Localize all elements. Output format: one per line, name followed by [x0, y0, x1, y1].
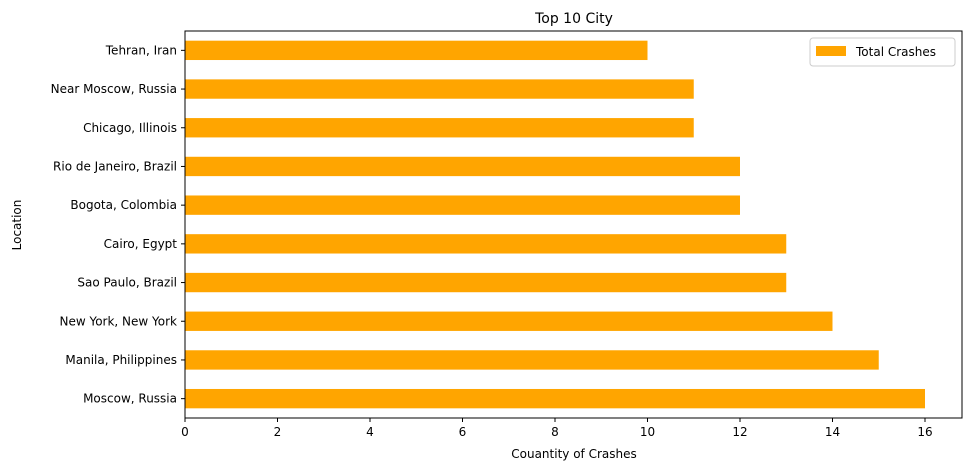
bar [185, 350, 879, 370]
y-tick-label: Sao Paulo, Brazil [77, 276, 177, 290]
bar [185, 156, 740, 177]
legend-frame [809, 37, 956, 67]
x-tick-label: 16 [917, 425, 932, 439]
plot-frame [184, 30, 963, 419]
x-axis: 0 2 4 6 8 10 12 14 16 [181, 418, 933, 439]
y-tick-label: Near Moscow, Russia [51, 82, 177, 96]
bar [185, 311, 833, 331]
y-tick-label: Rio de Janeiro, Brazil [53, 159, 177, 173]
y-tick-label: Tehran, Iran [105, 43, 177, 57]
x-axis-label: Couantity of Crashes [511, 447, 636, 461]
legend-swatch [816, 46, 846, 56]
chart-title: Top 10 City [534, 11, 613, 27]
bar [185, 388, 925, 409]
x-tick-label: 6 [459, 425, 467, 439]
x-tick-label: 0 [181, 425, 189, 439]
y-axis: Moscow, Russia Manila, Philippines New Yor… [51, 43, 185, 406]
y-tick-label: Cairo, Egypt [104, 237, 178, 251]
x-tick-label: 2 [274, 425, 282, 439]
bar [185, 234, 787, 254]
bar [185, 40, 648, 61]
bar [185, 118, 694, 138]
bar [185, 195, 740, 215]
bar [185, 79, 694, 99]
bars-group [185, 40, 925, 409]
x-tick-label: 12 [732, 425, 747, 439]
y-axis-label: Location [10, 200, 24, 251]
bar [185, 272, 787, 293]
y-tick-label: New York, New York [59, 314, 177, 328]
y-tick-label: Chicago, Illinois [83, 121, 177, 135]
y-tick-label: Bogota, Colombia [70, 198, 177, 212]
y-tick-label: Moscow, Russia [83, 392, 177, 406]
x-tick-label: 8 [551, 425, 559, 439]
legend: Total Crashes [809, 37, 956, 67]
y-tick-label: Manila, Philippines [65, 353, 177, 367]
x-tick-label: 4 [366, 425, 374, 439]
x-tick-label: 14 [825, 425, 840, 439]
legend-label: Total Crashes [855, 45, 936, 59]
x-tick-label: 10 [640, 425, 655, 439]
